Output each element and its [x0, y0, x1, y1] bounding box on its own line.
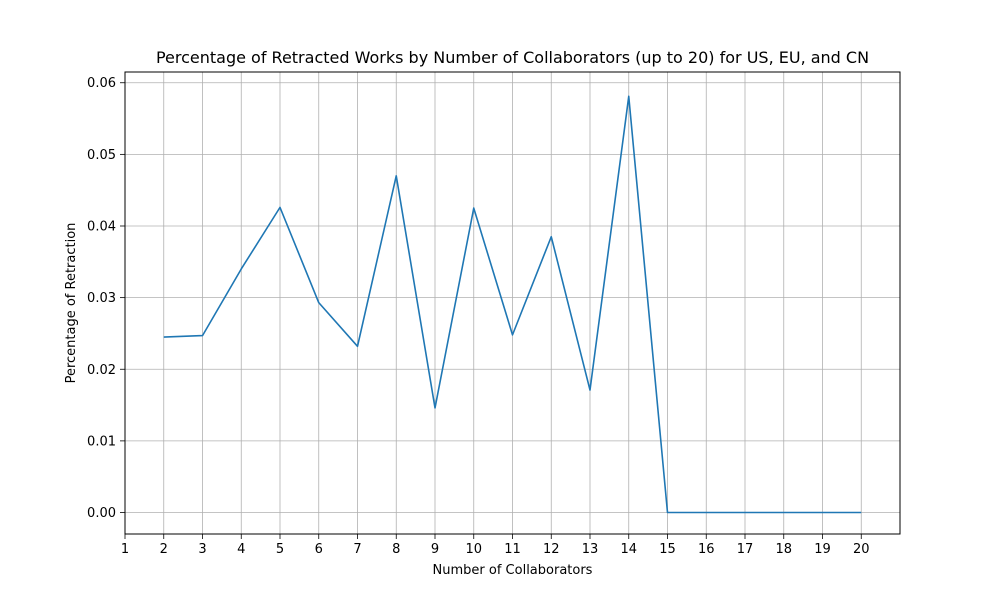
- x-tick-label: 2: [160, 542, 168, 557]
- x-axis-label: Number of Collaborators: [433, 563, 593, 578]
- x-tick-label: 10: [465, 542, 482, 557]
- series-line: [163, 95, 862, 514]
- x-tick-label: 15: [659, 542, 676, 557]
- y-tick-label: 0.03: [87, 291, 116, 306]
- x-tick-label: 13: [582, 542, 599, 557]
- x-tick-label: 4: [237, 542, 245, 557]
- x-tick-label: 11: [504, 542, 521, 557]
- x-tick-label: 3: [198, 542, 206, 557]
- x-tick-label: 19: [814, 542, 831, 557]
- y-tick-label: 0.00: [87, 506, 116, 521]
- x-tick-label: 18: [775, 542, 792, 557]
- y-tick-label: 0.05: [87, 148, 116, 163]
- y-tick-label: 0.02: [87, 363, 116, 378]
- series-layer: [163, 95, 862, 514]
- y-tick-label: 0.01: [87, 434, 116, 449]
- x-tick-label: 17: [737, 542, 754, 557]
- x-tick-label: 1: [121, 542, 129, 557]
- y-tick-label: 0.04: [87, 220, 116, 235]
- x-tick-label: 14: [620, 542, 637, 557]
- x-tick-label: 20: [853, 542, 870, 557]
- grid: [124, 72, 900, 534]
- ticks: 1 2 3 4 5 6 7 8 9 10 11 12 13 14 15 16 17 18 19 200.000.010…: [87, 76, 869, 557]
- x-tick-label: 9: [431, 542, 439, 557]
- y-tick-label: 0.06: [87, 76, 116, 91]
- x-tick-label: 16: [698, 542, 715, 557]
- y-axis-label: Percentage of Retraction: [64, 223, 79, 384]
- x-tick-label: 5: [276, 542, 284, 557]
- x-tick-label: 8: [392, 542, 400, 557]
- x-tick-label: 12: [543, 542, 560, 557]
- x-tick-label: 6: [315, 542, 323, 557]
- chart-title: Percentage of Retracted Works by Number …: [156, 48, 869, 67]
- x-tick-label: 7: [353, 542, 361, 557]
